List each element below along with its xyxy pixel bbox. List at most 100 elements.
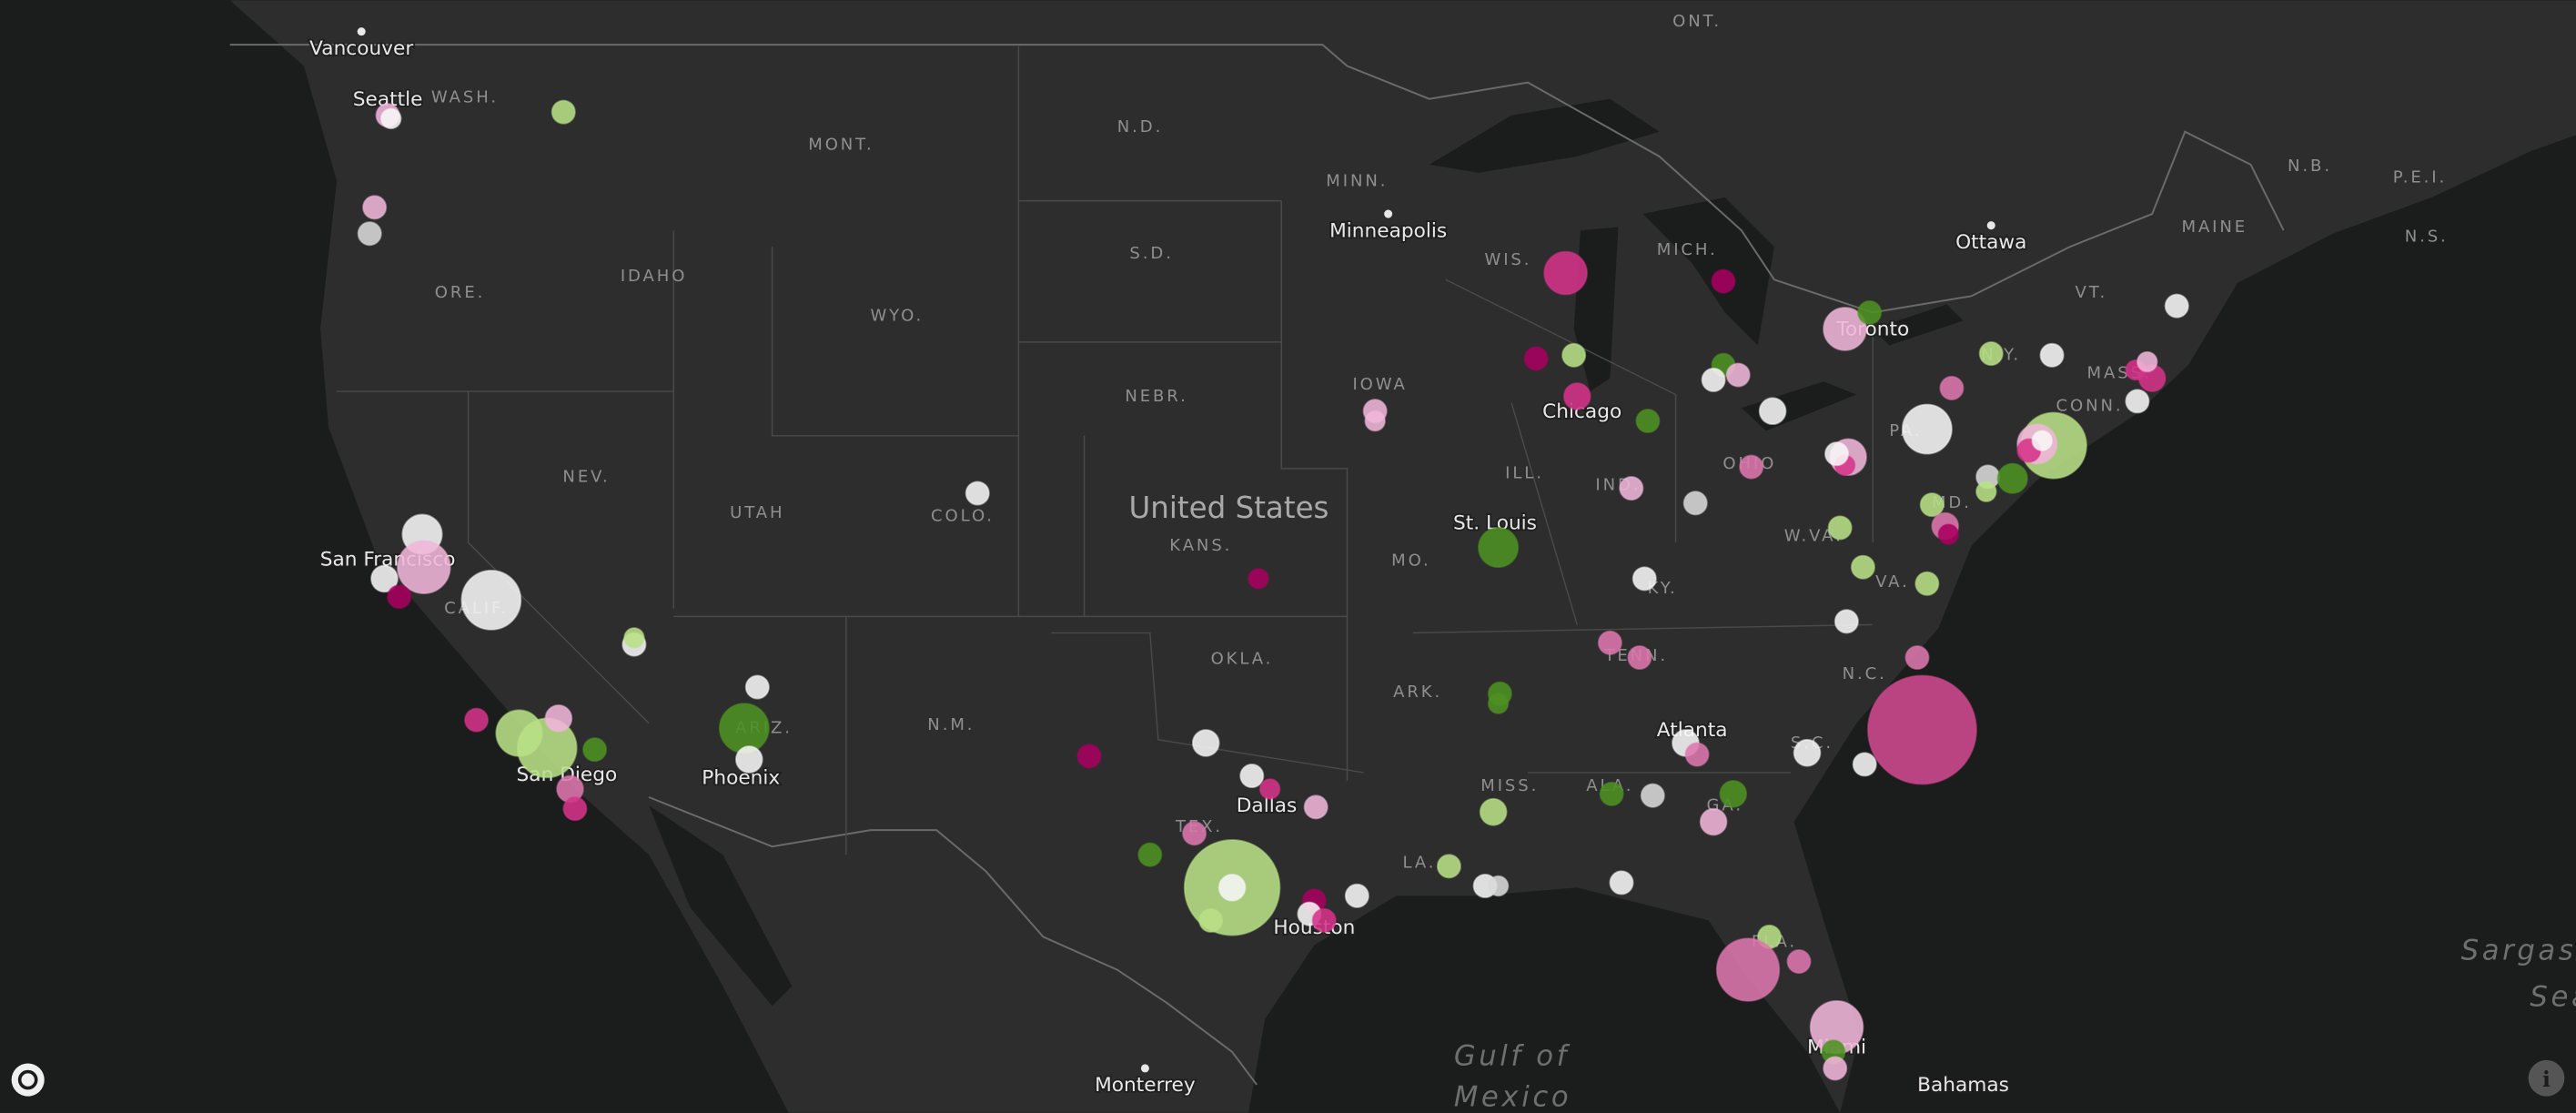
data-point [1996,462,2028,494]
state-label: ARK. [1393,683,1442,702]
info-button[interactable] [2528,1059,2565,1097]
state-label: COLO. [931,507,995,526]
data-point [387,584,412,610]
data-point [2125,389,2150,414]
state-label: MINN. [1326,171,1388,190]
logo-mark [17,1069,38,1090]
city-dot [1384,209,1393,218]
data-point [1699,807,1728,836]
state-label: WIS. [1484,250,1531,269]
data-point [1599,781,1624,806]
state-label: OKLA. [1211,650,1274,669]
data-point [1543,250,1589,296]
data-point [1561,342,1587,368]
data-point [1758,397,1787,426]
data-point [1619,476,1644,501]
city-dot [1986,221,1995,230]
data-point [1901,403,1953,455]
data-point [2031,430,2053,451]
data-point [1682,491,1708,516]
data-point [1823,441,1850,467]
state-label: P.E.I. [2393,168,2447,187]
data-point [464,707,490,733]
data-point [1239,763,1265,789]
data-point [1562,382,1591,410]
data-point [1344,883,1369,908]
state-label: MICH. [1657,240,1718,259]
state-label: MAINE [2181,218,2248,237]
state-label: WYO. [870,306,924,325]
state-label: MO. [1391,551,1430,570]
state-label: ONT. [1672,12,1722,31]
data-point [1076,744,1102,769]
data-point [734,745,763,774]
data-point [2164,293,2189,319]
state-label: S.D. [1129,244,1173,263]
data-point [379,107,402,130]
city-label: Minneapolis [1329,219,1447,242]
state-label: ORE. [435,283,485,302]
data-point [1479,797,1508,826]
data-point [1640,783,1665,808]
data-point [1827,515,1853,541]
data-point [1978,340,2004,367]
data-point [1627,644,1652,671]
city-dot [1140,1064,1149,1073]
data-point [623,627,645,649]
data-point [1248,568,1269,590]
data-point [1311,907,1337,933]
data-point [362,195,388,220]
state-label: MONT. [808,136,874,155]
city-label: Ottawa [1955,231,2026,254]
attribution-logo[interactable] [11,1063,45,1097]
city-label: Dallas [1237,794,1298,817]
data-point [1834,609,1859,634]
city-label: St. Louis [1453,512,1537,535]
data-point [370,564,399,593]
data-point [1487,693,1510,714]
state-label: IOWA [1352,375,1407,394]
data-point [1487,875,1510,897]
data-point [460,569,522,631]
state-label: NEV. [562,467,610,486]
data-point [1701,367,1726,392]
state-label: MISS. [1480,776,1539,795]
data-point [1597,630,1622,655]
data-point [357,221,382,247]
data-point [1857,299,1883,325]
logo-button[interactable] [11,1063,45,1097]
state-label: VA. [1875,572,1910,592]
data-point [582,737,608,763]
data-point [562,796,588,822]
data-point [551,99,576,125]
data-point [1635,409,1661,434]
data-point [1823,1056,1848,1081]
data-points [357,99,2189,1081]
country-label: United States [1129,491,1329,525]
data-point [1137,842,1163,867]
state-label: LA. [1402,854,1436,873]
state-label: W.VA. [1784,526,1844,545]
state-label: VT. [2076,283,2108,302]
state-label: KANS. [1169,536,1232,555]
state-label: N.S. [2405,228,2449,247]
state-label: NEBR. [1125,387,1187,406]
state-label: N.D. [1117,117,1163,137]
data-point [1937,523,1960,545]
info-control[interactable]: i [2528,1059,2565,1097]
data-point [1739,454,1764,480]
city-label: Monterrey [1095,1074,1196,1097]
data-point [1850,554,1875,580]
data-point [965,481,990,506]
data-point [1198,907,1224,933]
data-point [1711,268,1736,294]
water-label: Sea [2530,981,2576,1013]
data-point [1191,729,1220,757]
data-point [544,703,573,733]
data-point [1631,566,1657,592]
data-point [1364,410,1386,432]
data-point [1852,752,1877,777]
state-label: IDAHO [621,267,687,286]
data-point [2137,350,2158,373]
